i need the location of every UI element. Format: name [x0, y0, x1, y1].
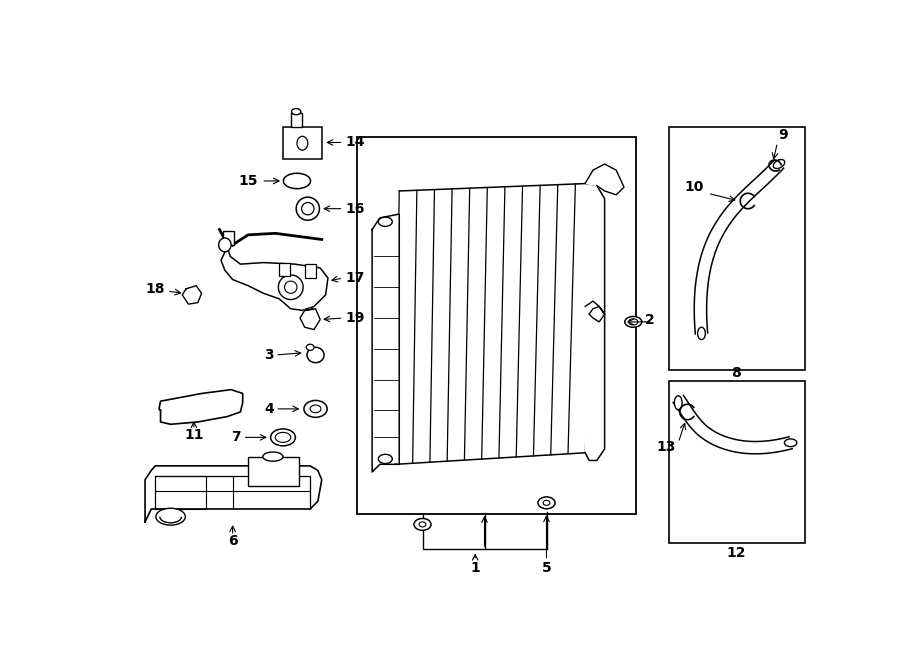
Ellipse shape	[538, 497, 555, 509]
Text: 7: 7	[230, 430, 240, 444]
Bar	[248, 457, 299, 486]
Ellipse shape	[419, 522, 426, 527]
Ellipse shape	[698, 327, 706, 340]
Text: 19: 19	[345, 311, 364, 325]
Ellipse shape	[297, 136, 308, 150]
Text: 10: 10	[685, 180, 704, 194]
Ellipse shape	[263, 452, 283, 461]
Polygon shape	[372, 214, 400, 472]
Ellipse shape	[271, 429, 295, 446]
Ellipse shape	[378, 217, 392, 226]
Ellipse shape	[156, 508, 185, 525]
Ellipse shape	[310, 405, 321, 412]
Bar	[356, 137, 635, 514]
Text: 8: 8	[732, 366, 742, 381]
Ellipse shape	[275, 432, 291, 442]
Text: 6: 6	[228, 534, 238, 549]
Text: 14: 14	[345, 136, 364, 149]
Ellipse shape	[785, 439, 796, 447]
Text: 5: 5	[542, 561, 552, 575]
Text: 16: 16	[345, 202, 364, 215]
Ellipse shape	[773, 159, 785, 169]
Ellipse shape	[284, 281, 297, 293]
Text: 4: 4	[264, 402, 274, 416]
Polygon shape	[300, 309, 320, 330]
Text: 11: 11	[184, 428, 203, 442]
Ellipse shape	[304, 401, 328, 417]
Text: 12: 12	[726, 546, 746, 560]
Text: 17: 17	[345, 271, 364, 285]
Ellipse shape	[625, 317, 642, 327]
Polygon shape	[182, 286, 202, 304]
Ellipse shape	[219, 238, 231, 252]
Bar	[669, 127, 805, 369]
Bar	[291, 113, 302, 127]
Bar	[283, 127, 322, 159]
Bar	[669, 381, 805, 543]
Ellipse shape	[278, 275, 303, 299]
Ellipse shape	[629, 319, 638, 325]
Ellipse shape	[674, 396, 682, 410]
Ellipse shape	[306, 344, 314, 350]
Text: 1: 1	[471, 561, 480, 575]
Bar	[305, 264, 316, 278]
Polygon shape	[585, 164, 624, 195]
Ellipse shape	[296, 197, 320, 220]
Text: 15: 15	[238, 174, 258, 188]
Ellipse shape	[378, 454, 392, 463]
Text: 18: 18	[146, 282, 166, 295]
Text: 13: 13	[657, 440, 676, 454]
Polygon shape	[585, 301, 605, 322]
Text: 9: 9	[778, 128, 788, 141]
Ellipse shape	[292, 108, 301, 115]
Ellipse shape	[414, 518, 431, 530]
Polygon shape	[585, 183, 605, 461]
Bar	[279, 262, 290, 276]
Polygon shape	[145, 466, 322, 522]
Ellipse shape	[543, 500, 550, 506]
Bar	[223, 231, 234, 245]
Text: 2: 2	[645, 313, 655, 327]
Ellipse shape	[302, 202, 314, 215]
Text: 3: 3	[264, 348, 274, 362]
Polygon shape	[221, 247, 328, 310]
Ellipse shape	[307, 347, 324, 363]
Ellipse shape	[284, 173, 310, 188]
